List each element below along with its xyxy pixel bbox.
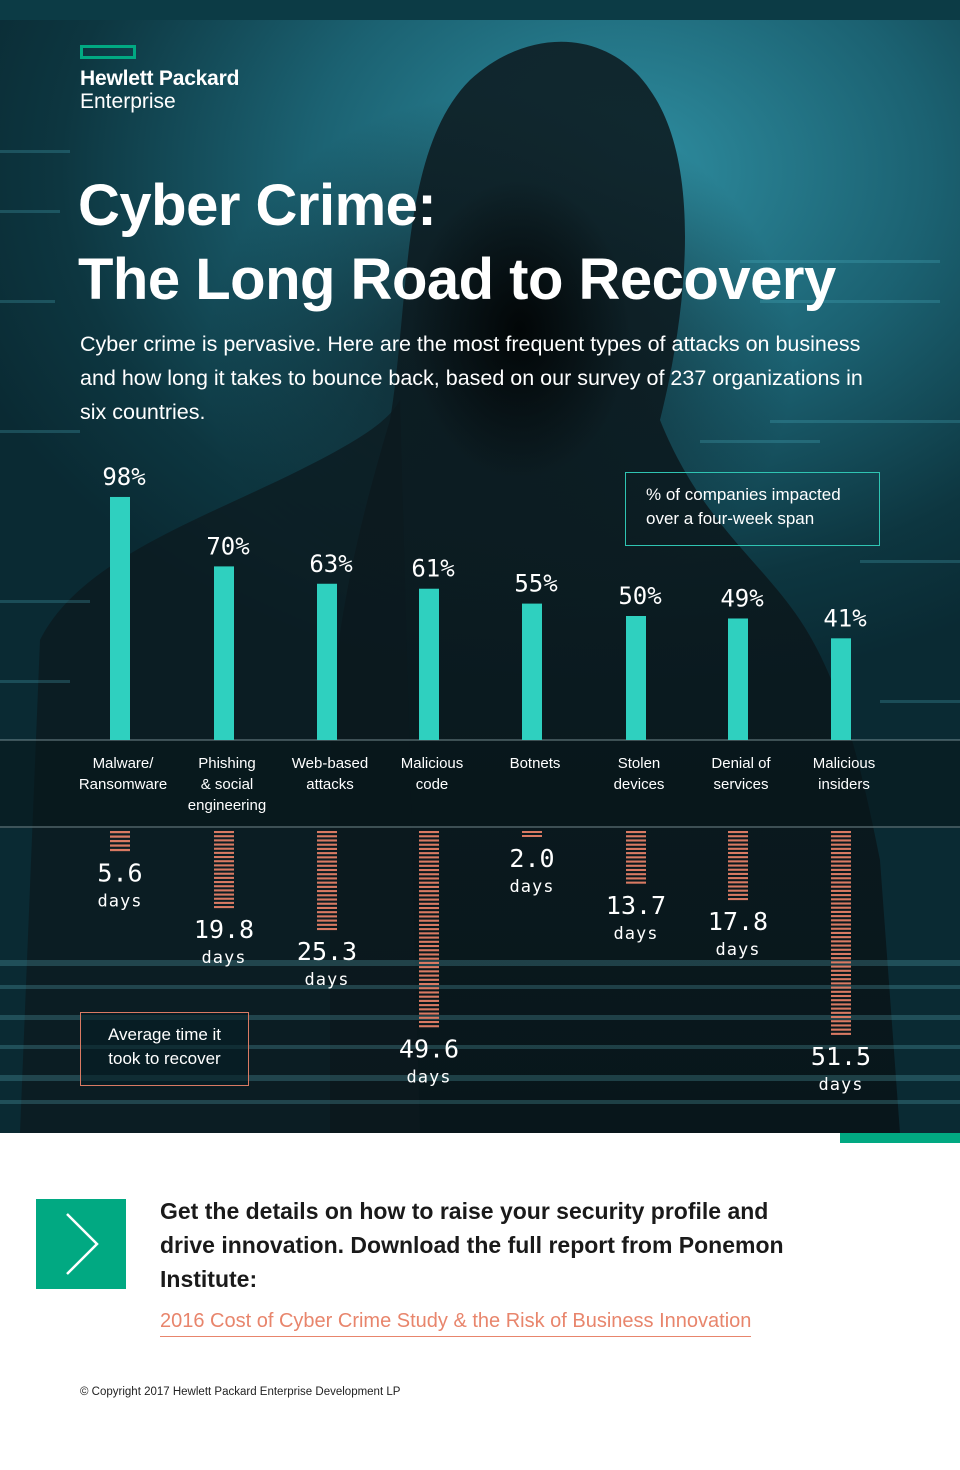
recovery-bar-6	[728, 831, 748, 901]
recovery-value-6: 17.8	[708, 907, 768, 936]
impact-label-7: 41%	[823, 604, 867, 632]
impact-bar-3	[419, 588, 439, 740]
recovery-unit-7: days	[819, 1075, 864, 1095]
hpe-logo-mark	[80, 45, 136, 59]
category-label-2-1: attacks	[306, 776, 354, 793]
recovery-value-2: 25.3	[297, 937, 357, 966]
cta-arrow-button[interactable]	[36, 1199, 126, 1289]
brand-name-line1: Hewlett Packard	[80, 67, 240, 90]
category-label-6-1: services	[713, 776, 768, 793]
impact-bar-2	[317, 583, 337, 740]
recovery-value-0: 5.6	[97, 858, 142, 887]
category-label-1-2: engineering	[188, 797, 266, 814]
category-label-6-0: Denial of	[711, 755, 771, 772]
recovery-unit-4: days	[510, 877, 555, 897]
legend-impact-box: % of companies impacted over a four-week…	[625, 472, 880, 546]
page-title-line2: The Long Road to Recovery	[78, 247, 836, 312]
category-label-5-1: devices	[614, 776, 665, 793]
recovery-unit-1: days	[202, 948, 247, 968]
recovery-bar-5	[626, 831, 646, 884]
impact-bar-5	[626, 616, 646, 740]
recovery-unit-6: days	[716, 940, 761, 960]
category-label-0-1: Ransomware	[79, 776, 167, 793]
category-label-1-1: & social	[201, 776, 254, 793]
impact-label-4: 55%	[514, 570, 558, 598]
category-label-2-0: Web-based	[292, 755, 368, 772]
impact-bar-7	[831, 638, 851, 740]
accent-strip	[840, 1133, 960, 1143]
recovery-bar-7	[831, 831, 851, 1035]
intro-paragraph: Cyber crime is pervasive. Here are the m…	[80, 332, 863, 424]
top-strip	[0, 0, 960, 20]
cta-text: Get the details on how to raise your sec…	[160, 1198, 784, 1292]
brand-name-line2: Enterprise	[80, 90, 176, 113]
category-label-0-0: Malware/	[93, 755, 155, 772]
chevron-right-icon	[66, 1213, 99, 1275]
hero-banner: Hewlett Packard Enterprise Cyber Crime: …	[0, 0, 960, 1133]
recovery-value-3: 49.6	[399, 1034, 459, 1063]
impact-label-6: 49%	[720, 584, 764, 612]
category-label-3-0: Malicious	[401, 755, 464, 772]
category-label-7-0: Malicious	[813, 755, 876, 772]
recovery-unit-5: days	[614, 924, 659, 944]
recovery-unit-0: days	[98, 891, 143, 911]
recovery-value-7: 51.5	[811, 1042, 871, 1071]
attack-chart: 98% Malware/Ransomware 70% Phishing & social…	[78, 463, 876, 1095]
category-label-5-0: Stolen	[618, 755, 661, 772]
recovery-value-4: 2.0	[509, 844, 554, 873]
impact-label-2: 63%	[309, 550, 353, 578]
impact-label-5: 50%	[618, 582, 662, 610]
legend-recover-line2: took to recover	[108, 1049, 221, 1068]
legend-impact-line2: over a four-week span	[646, 509, 815, 528]
category-label-3-1: code	[416, 776, 449, 793]
recovery-bar-0	[110, 831, 130, 852]
impact-label-3: 61%	[411, 555, 455, 583]
category-label-7-1: insiders	[818, 776, 870, 793]
recovery-bar-3	[419, 831, 439, 1028]
recovery-value-1: 19.8	[194, 915, 254, 944]
hooded-figure-background	[0, 41, 960, 1133]
impact-bar-4	[522, 603, 542, 740]
impact-label-1: 70%	[206, 532, 250, 560]
report-link[interactable]: 2016 Cost of Cyber Crime Study & the Ris…	[160, 1310, 752, 1337]
page-title-line1: Cyber Crime:	[78, 173, 437, 238]
category-label-4-0: Botnets	[510, 755, 561, 772]
recovery-bar-1	[214, 831, 234, 909]
legend-recover-line1: Average time it	[107, 1025, 222, 1044]
legend-recover-box: Average time it took to recover	[80, 1012, 249, 1086]
recovery-bar-2	[317, 831, 337, 931]
recovery-unit-3: days	[407, 1067, 452, 1087]
category-label-1-0: Phishing	[198, 755, 256, 772]
impact-bar-1	[214, 566, 234, 740]
recovery-bar-4	[522, 831, 542, 837]
recovery-unit-2: days	[305, 970, 350, 990]
impact-bar-0	[110, 496, 130, 740]
recovery-value-5: 13.7	[606, 891, 666, 920]
impact-label-0: 98%	[102, 463, 146, 491]
impact-bar-6	[728, 618, 748, 740]
copyright-notice: © Copyright 2017 Hewlett Packard Enterpr…	[80, 1386, 401, 1398]
legend-impact-line1: % of companies impacted	[646, 485, 841, 504]
